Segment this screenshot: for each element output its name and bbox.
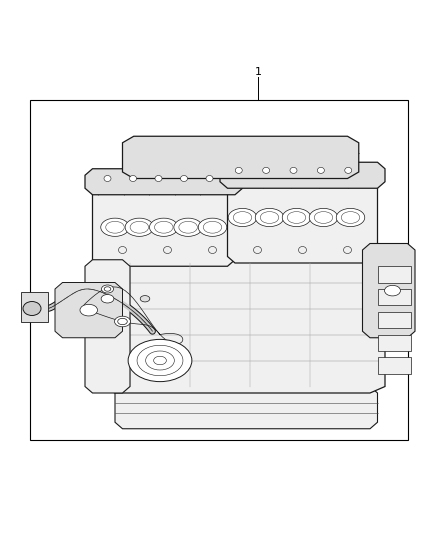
Ellipse shape — [345, 167, 352, 173]
Ellipse shape — [208, 246, 216, 254]
Polygon shape — [378, 357, 411, 374]
Ellipse shape — [287, 212, 306, 223]
Ellipse shape — [130, 221, 148, 233]
Ellipse shape — [146, 351, 174, 370]
Ellipse shape — [106, 221, 124, 233]
Ellipse shape — [336, 208, 365, 227]
Polygon shape — [85, 169, 243, 195]
Text: 1: 1 — [254, 67, 261, 77]
Ellipse shape — [23, 302, 41, 316]
Ellipse shape — [102, 285, 113, 293]
Polygon shape — [220, 162, 385, 188]
Ellipse shape — [101, 218, 129, 236]
Ellipse shape — [299, 246, 307, 254]
Ellipse shape — [180, 175, 187, 182]
Ellipse shape — [203, 221, 222, 233]
Polygon shape — [378, 289, 411, 305]
Polygon shape — [55, 282, 123, 338]
Ellipse shape — [104, 287, 111, 291]
Polygon shape — [123, 136, 359, 179]
Ellipse shape — [101, 295, 114, 303]
Ellipse shape — [260, 212, 279, 223]
Ellipse shape — [385, 285, 400, 296]
Polygon shape — [100, 250, 385, 393]
Ellipse shape — [174, 218, 202, 236]
Ellipse shape — [255, 208, 284, 227]
Polygon shape — [227, 179, 378, 263]
Ellipse shape — [80, 304, 98, 316]
Ellipse shape — [140, 296, 150, 302]
Polygon shape — [59, 179, 396, 429]
Polygon shape — [115, 386, 378, 429]
Ellipse shape — [254, 246, 261, 254]
Ellipse shape — [128, 340, 192, 382]
Ellipse shape — [155, 175, 162, 182]
Ellipse shape — [228, 208, 257, 227]
Ellipse shape — [235, 167, 242, 173]
Polygon shape — [378, 266, 411, 282]
Polygon shape — [378, 335, 411, 351]
Ellipse shape — [343, 246, 352, 254]
Ellipse shape — [179, 221, 198, 233]
Ellipse shape — [137, 345, 183, 376]
Polygon shape — [92, 185, 235, 266]
Ellipse shape — [318, 167, 325, 173]
Ellipse shape — [119, 246, 127, 254]
Ellipse shape — [309, 208, 338, 227]
Ellipse shape — [290, 167, 297, 173]
Ellipse shape — [155, 221, 173, 233]
Ellipse shape — [198, 218, 227, 236]
Ellipse shape — [233, 212, 252, 223]
Ellipse shape — [149, 218, 178, 236]
Ellipse shape — [125, 218, 154, 236]
Ellipse shape — [114, 316, 131, 327]
Ellipse shape — [263, 167, 270, 173]
Polygon shape — [85, 260, 130, 393]
Ellipse shape — [130, 175, 137, 182]
Ellipse shape — [118, 318, 127, 325]
Ellipse shape — [206, 175, 213, 182]
Ellipse shape — [104, 175, 111, 182]
Ellipse shape — [314, 212, 333, 223]
Polygon shape — [363, 244, 415, 338]
Bar — [30, 100, 408, 440]
Ellipse shape — [282, 208, 311, 227]
Ellipse shape — [341, 212, 360, 223]
Polygon shape — [378, 312, 411, 328]
Ellipse shape — [163, 246, 172, 254]
Polygon shape — [21, 292, 47, 321]
Ellipse shape — [154, 356, 166, 365]
